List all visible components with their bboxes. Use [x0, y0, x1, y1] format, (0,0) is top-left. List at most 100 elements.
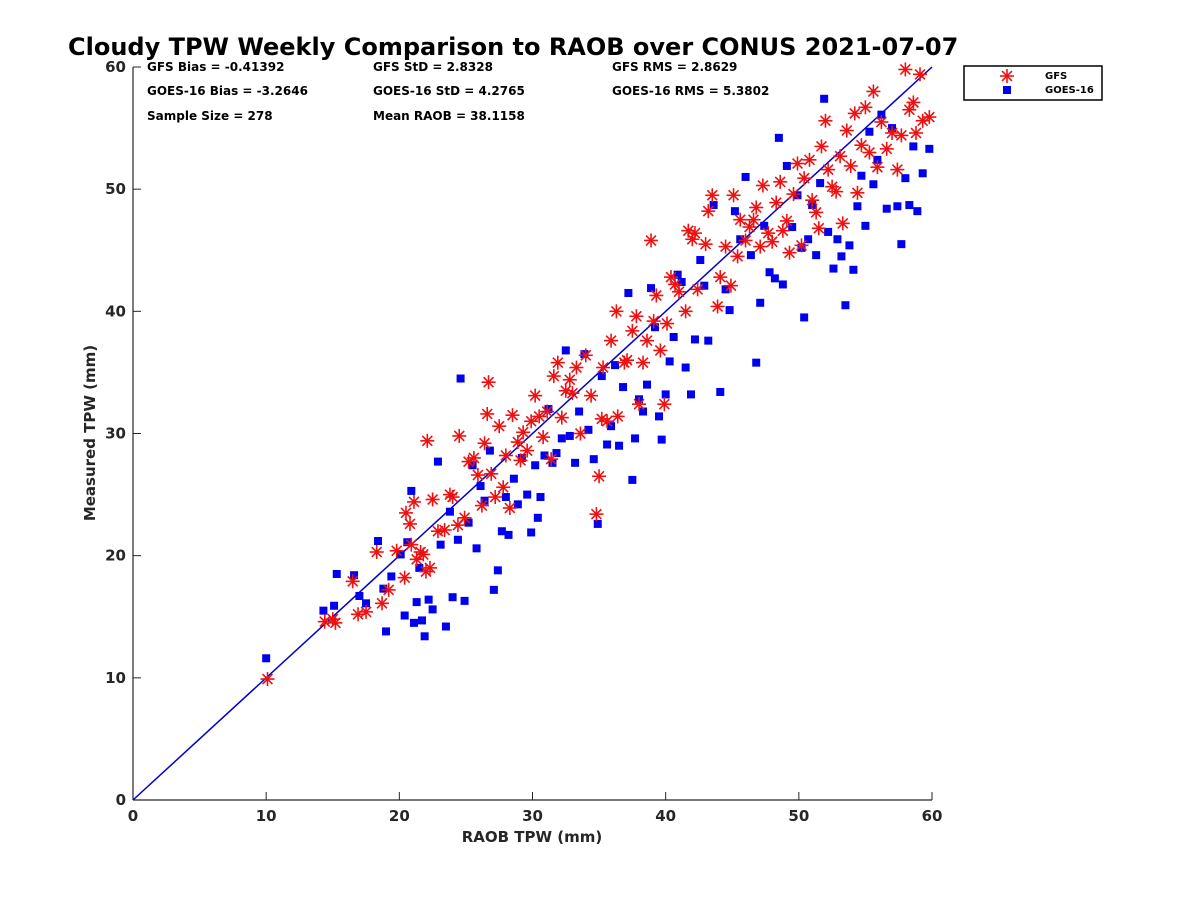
- goes-16-point: [918, 169, 927, 178]
- goes-16-point: [453, 535, 462, 544]
- goes-16-point: [504, 530, 513, 539]
- gfs-point: [898, 62, 913, 77]
- gfs-point: [546, 369, 561, 384]
- legend-goes-glyph: [1003, 86, 1011, 94]
- gfs-point: [554, 410, 569, 425]
- goes-16-point: [379, 584, 388, 593]
- goes-16-point: [631, 434, 640, 443]
- gfs-point: [369, 545, 384, 560]
- gfs-point: [505, 408, 520, 423]
- goes-16-point: [571, 458, 580, 467]
- gfs-point: [847, 106, 862, 121]
- goes-16-point: [882, 204, 891, 213]
- stat-gfs-bias: GFS Bias = -0.41392: [147, 60, 284, 74]
- gfs-point: [726, 188, 741, 203]
- goes-16-point: [853, 202, 862, 211]
- gfs-point: [890, 162, 905, 177]
- goes-16-point: [816, 179, 825, 188]
- goes-16-point: [651, 323, 660, 332]
- gfs-point: [457, 510, 472, 525]
- gfs-point: [610, 409, 625, 424]
- gfs-point: [481, 375, 496, 390]
- goes-16-point: [374, 537, 383, 546]
- gfs-point: [425, 492, 440, 507]
- gfs-point: [769, 195, 784, 210]
- gfs-point: [701, 204, 716, 219]
- gfs-point: [480, 406, 495, 421]
- goes-16-point: [403, 538, 412, 547]
- gfs-point: [794, 238, 809, 253]
- goes-16-point: [584, 425, 593, 434]
- goes-16-point: [415, 563, 424, 572]
- gfs-point: [814, 139, 829, 154]
- goes-16-point: [456, 374, 465, 383]
- gfs-point: [375, 596, 390, 611]
- goes-16-point: [869, 180, 878, 189]
- goes-16-point: [589, 455, 598, 464]
- goes-16-point: [409, 618, 418, 627]
- gfs-point: [516, 425, 531, 440]
- goes-16-point: [412, 598, 421, 607]
- gfs-point: [866, 84, 881, 99]
- goes-16-point: [531, 461, 540, 470]
- gfs-point: [723, 278, 738, 293]
- gfs-point: [488, 490, 503, 505]
- gfs-point: [698, 237, 713, 252]
- goes-16-point: [746, 251, 755, 260]
- gfs-point: [742, 220, 757, 235]
- gfs-point: [782, 245, 797, 260]
- goes-16-point: [428, 605, 437, 614]
- goes-16-point: [686, 390, 695, 399]
- gfs-point: [874, 114, 889, 129]
- goes-16-point: [597, 372, 606, 381]
- gfs-point: [894, 128, 909, 143]
- goes-16-point: [696, 256, 705, 265]
- goes-16-point: [778, 280, 787, 289]
- goes-16-point: [700, 281, 709, 290]
- goes-16-point: [925, 144, 934, 153]
- gfs-point: [755, 178, 770, 193]
- y-tick-label: 20: [105, 547, 126, 565]
- gfs-point: [562, 372, 577, 387]
- gfs-point: [470, 468, 485, 483]
- goes-16-point: [433, 457, 442, 466]
- gfs-point: [584, 388, 599, 403]
- goes-16-point: [861, 221, 870, 230]
- reference-line-layer: [132, 66, 933, 801]
- stat-goes-std: GOES-16 StD = 4.2765: [373, 84, 525, 98]
- y-tick-label: 0: [116, 791, 126, 809]
- goes-16-point: [677, 278, 686, 287]
- goes-16-point: [647, 284, 656, 293]
- goes-16-point: [873, 155, 882, 164]
- goes-16-point: [865, 127, 874, 136]
- gfs-point: [678, 304, 693, 319]
- gfs-point: [690, 282, 705, 297]
- goes-16-point: [575, 407, 584, 416]
- gfs-point: [649, 288, 664, 303]
- x-tick-label: 0: [128, 807, 138, 825]
- gfs-point: [640, 333, 655, 348]
- goes-16-point: [897, 240, 906, 249]
- goes-16-point: [709, 201, 718, 210]
- goes-16-point: [523, 490, 532, 499]
- goes-16-point: [330, 601, 339, 610]
- gfs-point: [629, 309, 644, 324]
- gfs-point: [569, 360, 584, 375]
- legend-goes-label: GOES-16: [1045, 85, 1094, 96]
- goes-16-point: [661, 390, 670, 399]
- gfs-point: [328, 615, 343, 630]
- gfs-point: [870, 160, 885, 175]
- x-tick-label: 60: [922, 807, 943, 825]
- goes-16-point: [655, 412, 664, 421]
- goes-16-point: [350, 571, 359, 580]
- gfs-point: [406, 494, 421, 509]
- gfs-point: [345, 574, 360, 589]
- goes-16-point: [665, 357, 674, 366]
- gfs-point: [805, 193, 820, 208]
- goes-16-point: [673, 270, 682, 279]
- y-tick-label: 10: [105, 669, 126, 687]
- goes-16-point: [812, 251, 821, 260]
- gfs-point: [524, 414, 539, 429]
- gfs-point: [809, 205, 824, 220]
